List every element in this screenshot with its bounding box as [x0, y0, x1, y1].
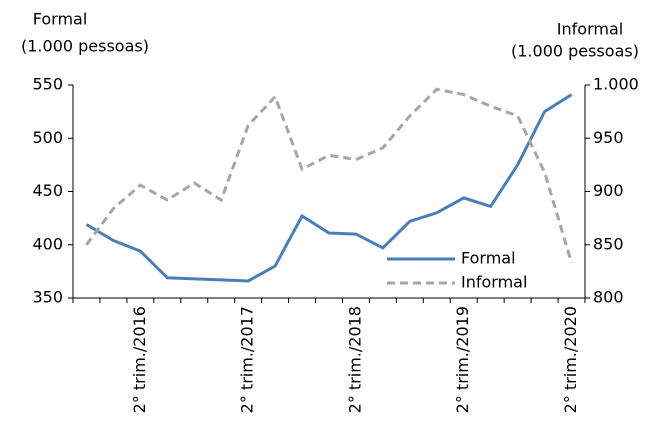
- y2-axis-title: (1.000 pessoas): [511, 42, 639, 61]
- y-axis-title: (1.000 pessoas): [21, 37, 149, 56]
- x-tick-label: 2° trim./2017: [238, 306, 257, 413]
- y2-tick-label: 1.000: [593, 75, 639, 94]
- y2-tick-label: 850: [593, 234, 624, 253]
- x-tick-label: 2° trim./2019: [453, 306, 472, 413]
- y-tick-label: 400: [32, 234, 63, 253]
- y2-tick-label: 900: [593, 181, 624, 200]
- y2-tick-label: 800: [593, 288, 624, 307]
- series-line: [85, 87, 573, 264]
- y2-tick-label: 950: [593, 128, 624, 147]
- y2-axis-title: Informal: [557, 20, 623, 39]
- y-tick-label: 350: [32, 288, 63, 307]
- series-line: [85, 93, 573, 283]
- legend-label: Informal: [461, 273, 527, 292]
- x-tick-label: 2° trim./2020: [561, 306, 580, 413]
- y-axis-title: Formal: [33, 10, 88, 29]
- legend-label: Formal: [461, 249, 516, 268]
- x-tick-label: 2° trim./2018: [345, 306, 364, 413]
- y-tick-label: 450: [32, 181, 63, 200]
- x-tick-label: 2° trim./2016: [130, 306, 149, 413]
- y-tick-label: 550: [32, 75, 63, 94]
- y-tick-label: 500: [32, 128, 63, 147]
